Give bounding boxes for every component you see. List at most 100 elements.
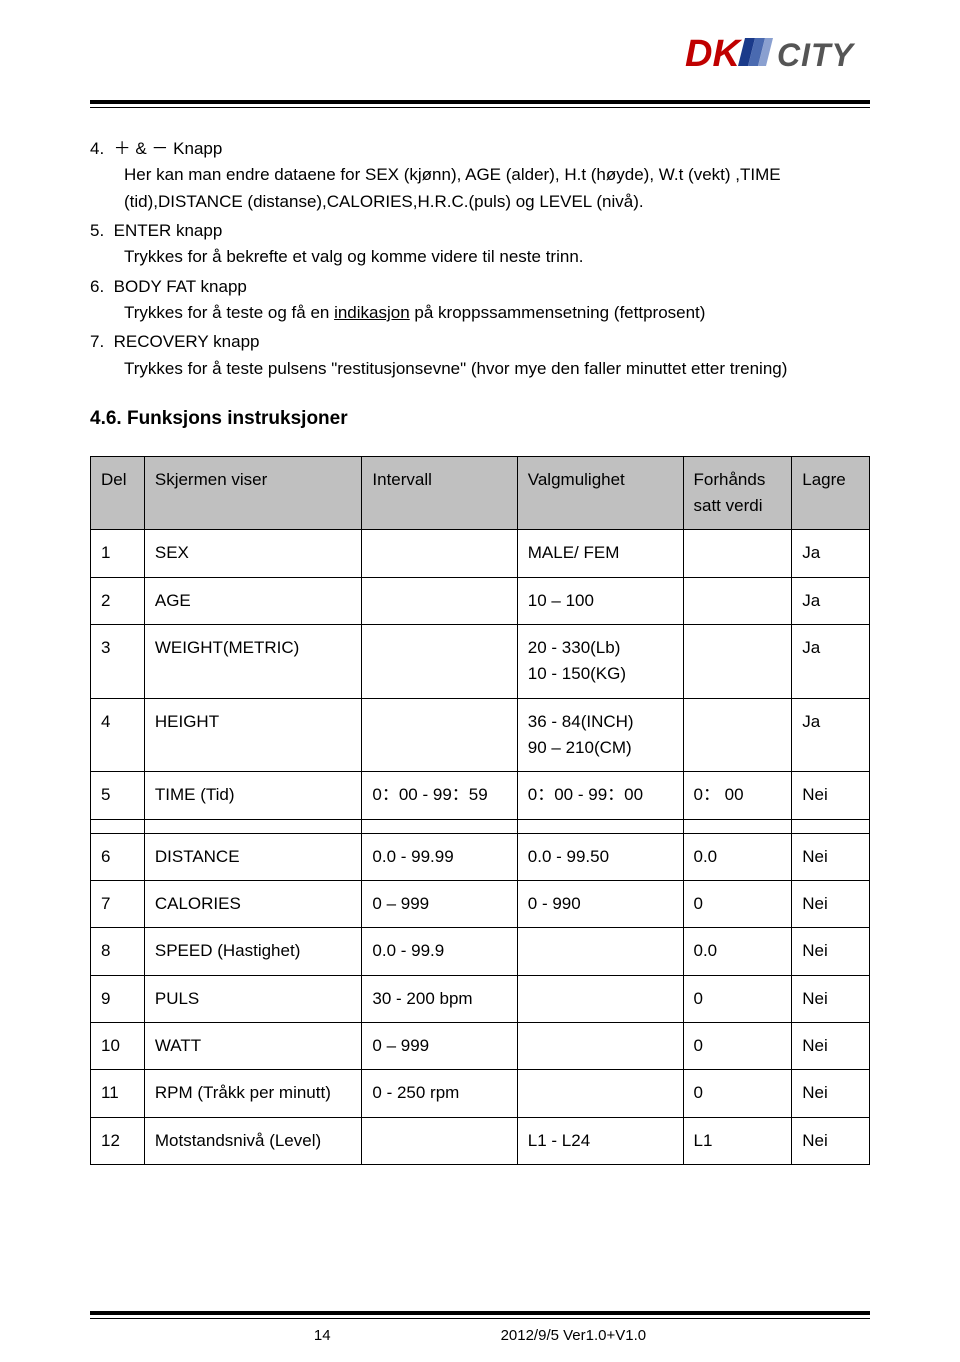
table-cell: 6 (91, 833, 145, 880)
table-cell: 36 - 84(INCH)90 – 210(CM) (517, 698, 683, 772)
table-cell: 5 (91, 772, 145, 819)
table-cell: Nei (792, 772, 870, 819)
table-cell (683, 530, 792, 577)
table-cell (683, 698, 792, 772)
table-cell: 0.0 - 99.99 (362, 833, 517, 880)
table-cell: Nei (792, 1117, 870, 1164)
item-num: 6. (90, 277, 104, 296)
table-cell (362, 624, 517, 698)
table-cell: 0 (683, 880, 792, 927)
item-body: Trykkes for å bekrefte et valg og komme … (90, 244, 870, 270)
version-text: 2012/9/5 Ver1.0+V1.0 (501, 1327, 647, 1344)
table-cell: 3 (91, 624, 145, 698)
table-cell: Del (91, 456, 145, 530)
table-cell: Nei (792, 928, 870, 975)
table-cell: TIME (Tid) (144, 772, 362, 819)
table-cell: 0 - 990 (517, 880, 683, 927)
logo-dk: DK (685, 33, 742, 75)
table-cell: 0 (683, 1023, 792, 1070)
logo: DK CITY (685, 30, 870, 83)
table-cell (517, 975, 683, 1022)
table-cell: 0：00 - 99：59 (362, 772, 517, 819)
item-body: Trykkes for å teste pulsens "restitusjon… (90, 356, 870, 382)
table-cell (517, 928, 683, 975)
table-cell: 0 - 250 rpm (362, 1070, 517, 1117)
table-cell: 0： 00 (683, 772, 792, 819)
table-cell: 30 - 200 bpm (362, 975, 517, 1022)
table-cell: 0.0 - 99.50 (517, 833, 683, 880)
table-cell: 11 (91, 1070, 145, 1117)
table-cell: 10 (91, 1023, 145, 1070)
table-cell: Skjermen viser (144, 456, 362, 530)
item-num: 7. (90, 332, 104, 351)
item-title: BODY FAT knapp (114, 277, 247, 296)
table-cell: 2 (91, 577, 145, 624)
table-cell: Motstandsnivå (Level) (144, 1117, 362, 1164)
function-table: DelSkjermen viserIntervallValgmulighetFo… (90, 456, 870, 1166)
table-cell (362, 698, 517, 772)
table-cell (362, 530, 517, 577)
table-cell: 7 (91, 880, 145, 927)
table-cell (683, 577, 792, 624)
table-cell: Ja (792, 624, 870, 698)
item-num: 5. (90, 221, 104, 240)
table-cell: DISTANCE (144, 833, 362, 880)
table-cell: 1 (91, 530, 145, 577)
table-cell: Forhånds satt verdi (683, 456, 792, 530)
logo-city: CITY (777, 37, 856, 73)
page-number: 14 (314, 1327, 331, 1344)
table-cell (362, 1117, 517, 1164)
table-cell: L1 (683, 1117, 792, 1164)
table-cell: Nei (792, 975, 870, 1022)
table-cell: WEIGHT(METRIC) (144, 624, 362, 698)
table-cell: PULS (144, 975, 362, 1022)
table-cell: Lagre (792, 456, 870, 530)
table-cell: Nei (792, 1023, 870, 1070)
table-cell: 0 (683, 1070, 792, 1117)
item-title: RECOVERY knapp (114, 332, 260, 351)
table-cell: Nei (792, 1070, 870, 1117)
table-cell: 0 (683, 975, 792, 1022)
content-body: 4. ＋ & － Knapp Her kan man endre dataene… (90, 136, 870, 1165)
table-cell: MALE/ FEM (517, 530, 683, 577)
table-cell: WATT (144, 1023, 362, 1070)
table-cell: HEIGHT (144, 698, 362, 772)
table-cell (517, 1070, 683, 1117)
table-cell: 12 (91, 1117, 145, 1164)
table-cell: 4 (91, 698, 145, 772)
table-cell: 10 – 100 (517, 577, 683, 624)
section-title: 4.6. Funksjons instruksjoner (90, 404, 870, 433)
header-divider (90, 100, 870, 108)
table-cell: 0：00 - 99：00 (517, 772, 683, 819)
table-cell: CALORIES (144, 880, 362, 927)
table-cell: Ja (792, 698, 870, 772)
table-cell: Valgmulighet (517, 456, 683, 530)
table-cell: SPEED (Hastighet) (144, 928, 362, 975)
table-cell: 0.0 - 99.9 (362, 928, 517, 975)
table-cell: 0 – 999 (362, 1023, 517, 1070)
table-cell: Intervall (362, 456, 517, 530)
table-cell: 9 (91, 975, 145, 1022)
table-cell: L1 - L24 (517, 1117, 683, 1164)
table-cell: 8 (91, 928, 145, 975)
item-title: ENTER knapp (114, 221, 223, 240)
table-cell: SEX (144, 530, 362, 577)
item-title: ＋ & － Knapp (114, 139, 223, 158)
table-cell: Nei (792, 833, 870, 880)
item-body: Her kan man endre dataene for SEX (kjønn… (90, 162, 870, 215)
table-cell: 0.0 (683, 833, 792, 880)
table-cell (683, 624, 792, 698)
table-cell (517, 1023, 683, 1070)
table-cell: Nei (792, 880, 870, 927)
item-body: Trykkes for å teste og få en indikasjon … (90, 300, 870, 326)
item-num: 4. (90, 139, 104, 158)
table-cell: Ja (792, 577, 870, 624)
table-cell: 0 – 999 (362, 880, 517, 927)
footer: 14 2012/9/5 Ver1.0+V1.0 (90, 1311, 870, 1344)
table-cell: Ja (792, 530, 870, 577)
table-cell: 20 - 330(Lb)10 - 150(KG) (517, 624, 683, 698)
table-cell: AGE (144, 577, 362, 624)
table-cell (362, 577, 517, 624)
table-cell: RPM (Tråkk per minutt) (144, 1070, 362, 1117)
table-cell: 0.0 (683, 928, 792, 975)
